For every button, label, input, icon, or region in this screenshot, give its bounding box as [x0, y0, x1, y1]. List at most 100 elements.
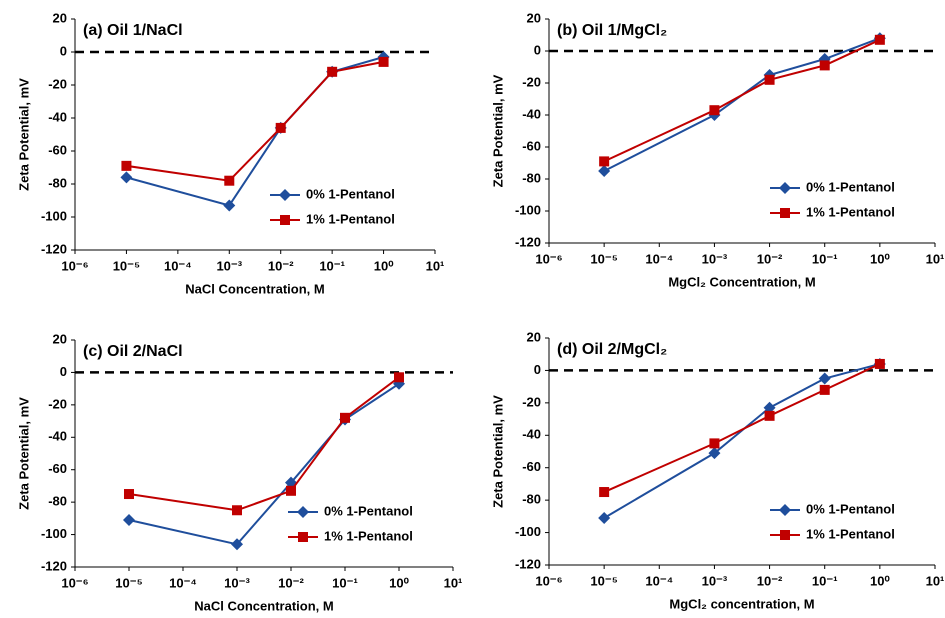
y-tick-label: 20	[53, 10, 67, 25]
legend-marker	[780, 530, 790, 540]
legend-label: 0% 1-Pentanol	[806, 501, 895, 516]
x-tick-label: 10⁻²	[757, 573, 783, 588]
data-point	[224, 175, 235, 186]
x-tick-label: 10⁻²	[268, 258, 294, 273]
data-point	[599, 156, 610, 167]
x-tick-label: 10¹	[926, 573, 945, 588]
y-tick-label: -60	[48, 461, 67, 476]
y-tick-label: -80	[48, 175, 67, 190]
legend-marker	[280, 215, 290, 225]
legend-label: 0% 1-Pentanol	[306, 186, 395, 201]
y-tick-label: 0	[534, 42, 541, 57]
chart-panel: -120 -100 -80 -60 -40 -20 0 20 10⁻⁶ 10⁻⁵ 10⁻⁴ 10⁻³ 1…	[16, 10, 444, 296]
data-point	[764, 74, 775, 85]
x-tick-label: 10⁻⁵	[115, 575, 142, 590]
series-line	[603, 38, 881, 163]
y-tick-label: -60	[522, 459, 541, 474]
y-tick-label: -40	[522, 427, 541, 442]
data-point	[378, 56, 389, 67]
data-point	[232, 505, 242, 516]
x-tick-label: 10⁻⁴	[169, 575, 197, 590]
x-tick-label: 10⁻⁶	[61, 258, 88, 273]
y-tick-label: -120	[515, 234, 541, 249]
y-axis-title: Zeta Potential, mV	[16, 397, 31, 510]
x-tick-label: 10⁻³	[224, 575, 250, 590]
series-line	[603, 362, 881, 519]
panel-title: (a) Oil 1/NaCl	[83, 22, 183, 39]
data-point	[709, 438, 720, 449]
data-point	[819, 60, 830, 71]
y-tick-label: 20	[527, 10, 541, 25]
y-tick-label: -80	[522, 170, 541, 185]
data-point	[223, 199, 236, 212]
x-tick-label: 10⁻¹	[332, 575, 358, 590]
panel-title: (d) Oil 2/MgCl₂	[557, 341, 667, 358]
data-point	[819, 384, 830, 395]
series-line	[126, 55, 384, 207]
series-line	[126, 60, 384, 182]
legend-marker	[779, 182, 791, 194]
y-tick-label: 20	[527, 329, 541, 344]
y-tick-label: -40	[48, 429, 67, 444]
data-point	[598, 165, 611, 177]
legend-label: 0% 1-Pentanol	[324, 503, 413, 518]
panel-title: (b) Oil 1/MgCl₂	[557, 22, 667, 39]
x-tick-label: 10⁰	[374, 258, 394, 273]
data-point	[598, 511, 611, 524]
y-axis-title: Zeta Potential, mV	[490, 74, 505, 187]
legend-marker	[297, 506, 309, 518]
x-tick-label: 10⁻¹	[812, 573, 838, 588]
x-tick-label: 10⁻⁴	[645, 573, 673, 588]
y-tick-label: 0	[534, 362, 541, 377]
x-tick-label: 10⁰	[870, 251, 890, 266]
y-tick-label: -120	[41, 241, 67, 256]
y-axis-title: Zeta Potential, mV	[490, 395, 505, 508]
data-point	[763, 401, 776, 414]
x-tick-label: 10⁻³	[702, 573, 728, 588]
x-tick-label: 10⁰	[389, 575, 409, 590]
data-point	[340, 412, 350, 423]
series-line	[128, 376, 400, 512]
y-tick-label: -80	[48, 494, 67, 509]
data-point	[231, 538, 243, 551]
legend-label: 1% 1-Pentanol	[306, 211, 395, 226]
x-tick-label: 10⁻⁶	[535, 573, 562, 588]
data-point	[599, 487, 610, 498]
x-tick-label: 10⁻¹	[319, 258, 345, 273]
data-point	[124, 489, 134, 500]
data-point	[121, 160, 132, 171]
y-tick-label: -40	[48, 109, 67, 124]
x-tick-label: 10⁻³	[702, 251, 728, 266]
y-tick-label: -60	[522, 138, 541, 153]
x-tick-label: 10¹	[926, 251, 945, 266]
data-point	[818, 372, 831, 385]
x-tick-label: 10⁻⁵	[113, 258, 140, 273]
x-tick-label: 10⁰	[870, 573, 890, 588]
x-tick-label: 10⁻⁴	[164, 258, 192, 273]
chart-panel: -120 -100 -80 -60 -40 -20 0 20 10⁻⁶ 10⁻⁵ 10⁻⁴ 10⁻³ 1…	[490, 329, 944, 611]
chart-panel: -120 -100 -80 -60 -40 -20 0 20 10⁻⁶ 10⁻⁵ 10⁻⁴ 10⁻³ 1…	[490, 10, 944, 289]
x-axis-title: MgCl₂ Concentration, M	[668, 274, 815, 289]
y-tick-label: -20	[522, 74, 541, 89]
y-tick-label: -40	[522, 106, 541, 121]
x-tick-label: 10⁻⁶	[61, 575, 88, 590]
y-tick-label: 20	[53, 331, 67, 346]
x-axis-title: NaCl Concentration, M	[185, 281, 324, 296]
legend-marker	[779, 504, 791, 516]
data-point	[874, 34, 885, 45]
data-point	[394, 372, 404, 383]
series-line	[603, 363, 881, 493]
y-tick-label: -100	[515, 202, 541, 217]
y-tick-label: -120	[41, 558, 67, 573]
x-tick-label: 10⁻²	[278, 575, 304, 590]
y-axis-title: Zeta Potential, mV	[16, 78, 31, 191]
data-point	[286, 485, 296, 496]
y-tick-label: -20	[48, 396, 67, 411]
y-tick-label: -100	[41, 526, 67, 541]
y-tick-label: -20	[48, 76, 67, 91]
data-point	[275, 122, 286, 133]
data-point	[123, 513, 135, 526]
x-tick-label: 10⁻²	[757, 251, 783, 266]
x-tick-label: 10¹	[426, 258, 445, 273]
